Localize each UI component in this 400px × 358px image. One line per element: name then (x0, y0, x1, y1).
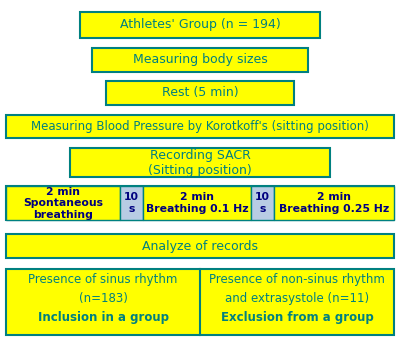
FancyBboxPatch shape (6, 268, 394, 335)
FancyBboxPatch shape (6, 186, 120, 220)
Text: 2 min
Breathing 0.25 Hz: 2 min Breathing 0.25 Hz (279, 192, 389, 214)
Text: Athletes' Group (n = 194): Athletes' Group (n = 194) (120, 18, 280, 31)
FancyBboxPatch shape (70, 148, 330, 177)
Text: 2 min
Breathing 0.1 Hz: 2 min Breathing 0.1 Hz (146, 192, 248, 214)
FancyBboxPatch shape (92, 48, 308, 72)
Text: Presence of sinus rhythm: Presence of sinus rhythm (28, 274, 178, 286)
Text: (n=183): (n=183) (78, 292, 128, 305)
FancyBboxPatch shape (251, 186, 274, 220)
Text: 10
s: 10 s (255, 192, 270, 214)
Text: Measuring body sizes: Measuring body sizes (133, 53, 267, 67)
Text: Recording SACR
(Sitting position): Recording SACR (Sitting position) (148, 149, 252, 176)
FancyBboxPatch shape (6, 186, 394, 220)
Text: 10
s: 10 s (124, 192, 139, 214)
FancyBboxPatch shape (80, 12, 320, 38)
Text: and extrasystole (n=11): and extrasystole (n=11) (225, 292, 369, 305)
FancyBboxPatch shape (6, 234, 394, 258)
FancyBboxPatch shape (120, 186, 143, 220)
FancyBboxPatch shape (106, 81, 294, 105)
FancyBboxPatch shape (143, 186, 251, 220)
Text: Analyze of records: Analyze of records (142, 240, 258, 253)
Text: Exclusion from a group: Exclusion from a group (221, 311, 373, 324)
Text: 2 min
Spontaneous
breathing: 2 min Spontaneous breathing (23, 187, 103, 220)
Text: Rest (5 min): Rest (5 min) (162, 86, 238, 100)
Text: Measuring Blood Pressure by Korotkoff's (sitting position): Measuring Blood Pressure by Korotkoff's … (31, 120, 369, 133)
FancyBboxPatch shape (274, 186, 394, 220)
Text: Presence of non-sinus rhythm: Presence of non-sinus rhythm (209, 274, 385, 286)
Text: Inclusion in a group: Inclusion in a group (38, 311, 168, 324)
FancyBboxPatch shape (6, 115, 394, 138)
